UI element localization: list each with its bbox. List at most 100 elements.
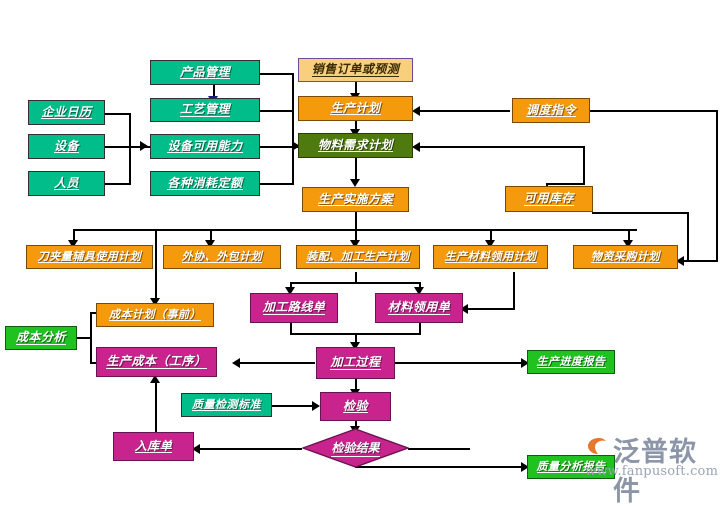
connector-sales-to-plan: [355, 82, 357, 96]
connector-mrp-to-scheme: [355, 158, 357, 184]
connector-result-right: [408, 448, 470, 450]
connector-scheme-down: [355, 212, 357, 231]
node-process-mgmt[interactable]: 工艺管理: [150, 98, 260, 122]
node-label: 检验: [342, 398, 368, 414]
node-label: 工艺管理: [179, 102, 230, 117]
connector-fork-left: [290, 282, 292, 290]
arrowhead-to-cost-plan: [150, 298, 160, 306]
node-ent-calendar[interactable]: 企业日历: [28, 100, 105, 125]
connector-assy-down: [355, 272, 357, 284]
connector-drop-purchase: [628, 229, 630, 245]
node-cost-analysis[interactable]: 成本分析: [5, 326, 77, 350]
connector-machining-to-cost: [240, 362, 315, 364]
connector-result-to-quality: [355, 466, 523, 468]
node-product-mgmt[interactable]: 产品管理: [150, 60, 260, 85]
node-mat-req-plan[interactable]: 生产材料领用计划: [433, 245, 548, 269]
connector-outsource-riser: [155, 229, 157, 303]
node-label: 外协、外包计划: [181, 249, 263, 264]
arrowhead-dispatch-to-plan: [412, 106, 420, 116]
node-inspection[interactable]: 检验: [320, 392, 391, 421]
watermark-url: www.fanpusoft.com: [585, 464, 719, 479]
node-qc-standard[interactable]: 质量检测标准: [181, 393, 272, 417]
node-label: 企业日历: [41, 104, 92, 120]
node-label: 生产进度报告: [536, 354, 606, 369]
connector-stock-right-out: [592, 212, 689, 214]
node-label: 质量检测标准: [192, 397, 261, 412]
arrowhead-to-stock-in-form: [192, 444, 200, 454]
connector-route-down: [290, 323, 292, 335]
connector-personnel-out: [105, 183, 131, 185]
connector-stock-riser: [583, 146, 585, 185]
connector-drop-tool: [73, 229, 75, 245]
node-insp-result[interactable]: 检验结果: [302, 428, 409, 468]
node-equipment[interactable]: 设备: [28, 134, 105, 159]
node-outsource-plan[interactable]: 外协、外包计划: [163, 245, 281, 269]
node-sales-order[interactable]: 销售订单或预测: [298, 58, 413, 82]
connector-matreqplan-left: [468, 308, 515, 310]
node-label: 装配、加工生产计划: [306, 249, 410, 264]
arrowhead-to-assy-prod-plan: [350, 240, 360, 248]
node-mrp[interactable]: 物料需求计划: [298, 133, 413, 158]
diamond-shape-icon: [302, 428, 409, 468]
node-label: 刀夹量辅具使用计划: [37, 249, 142, 264]
node-avail-stock[interactable]: 可用库存: [505, 186, 593, 212]
node-label: 可用库存: [523, 191, 574, 206]
connector-capacity-right: [260, 146, 300, 148]
node-dispatch-order[interactable]: 调度指令: [512, 98, 590, 123]
node-route-sheet[interactable]: 加工路线单: [250, 293, 338, 323]
node-stock-in-form[interactable]: 入库单: [113, 432, 194, 461]
connector-left-bus: [129, 113, 131, 185]
node-assy-prod-plan[interactable]: 装配、加工生产计划: [296, 245, 420, 269]
connector-stock-down-to-purchase: [687, 212, 689, 260]
connector-fork-right: [419, 282, 421, 290]
node-label: 生产材料领用计划: [444, 249, 537, 264]
diamond-label-wrap: 检验结果: [302, 428, 409, 468]
node-label: 加工过程: [330, 355, 381, 370]
node-tool-use-plan[interactable]: 刀夹量辅具使用计划: [26, 245, 153, 269]
arrowhead-to-purchase-plan: [676, 256, 684, 266]
node-label: 检验结果: [331, 441, 380, 457]
arrowhead-mrp-to-scheme: [350, 179, 360, 187]
node-machining[interactable]: 加工过程: [316, 347, 395, 379]
node-label: 人员: [53, 175, 79, 191]
connector-matform-down: [419, 323, 421, 335]
node-purchase-plan[interactable]: 物资采购计划: [573, 245, 678, 269]
node-prod-plan[interactable]: 生产计划: [298, 96, 413, 121]
connector-quota-right: [260, 183, 294, 185]
arrowhead-to-mat-req-plan: [485, 240, 495, 248]
node-label: 各种消耗定额: [167, 175, 243, 191]
connector-machining-to-report: [395, 362, 523, 364]
connector-dispatch-to-plan: [420, 110, 510, 112]
arrowhead-to-prod-cost: [232, 358, 240, 368]
arrowhead-to-machining: [350, 342, 360, 350]
connector-assy-fork: [290, 282, 420, 284]
node-label: 加工路线单: [262, 300, 326, 315]
node-mat-req-form[interactable]: 材料领用单: [375, 293, 463, 323]
connector-plan-to-mrp: [355, 120, 357, 132]
connector-product-right: [260, 73, 294, 75]
node-personnel[interactable]: 人员: [28, 171, 105, 196]
arrowhead-to-route-sheet: [285, 287, 295, 295]
node-progress-report[interactable]: 生产进度报告: [527, 350, 615, 374]
connector-machining-to-inspection: [355, 379, 357, 392]
node-prod-scheme[interactable]: 生产实施方案: [302, 187, 409, 212]
node-cost-plan[interactable]: 成本计划（事前）: [96, 303, 214, 327]
connector-costplan-left-stub: [90, 312, 100, 314]
connector-matreqplan-down: [513, 272, 515, 310]
connector-far-right-to-purchase: [684, 260, 718, 262]
arrowhead-left-bus-to-capacity: [140, 141, 148, 151]
node-label: 成本计划（事前）: [109, 307, 201, 322]
arrowhead-to-mat-req-form-2: [460, 304, 468, 314]
node-label: 生产实施方案: [317, 191, 393, 207]
arrowhead-to-outsource-plan: [205, 240, 215, 248]
arrowhead-to-purchase: [623, 240, 633, 248]
connector-feedback-into-dispatch: [590, 110, 718, 112]
connector-calendar-out: [105, 113, 131, 115]
connector-inspection-to-result: [355, 421, 357, 430]
node-equip-capacity[interactable]: 设备可用能力: [150, 134, 260, 159]
node-prod-cost[interactable]: 生产成本（工序）: [96, 347, 217, 377]
connector-drop-matreq: [490, 229, 492, 245]
connector-equipment-out: [105, 146, 150, 148]
connector-result-to-stockin: [200, 448, 302, 450]
node-consump-quota[interactable]: 各种消耗定额: [150, 171, 260, 196]
